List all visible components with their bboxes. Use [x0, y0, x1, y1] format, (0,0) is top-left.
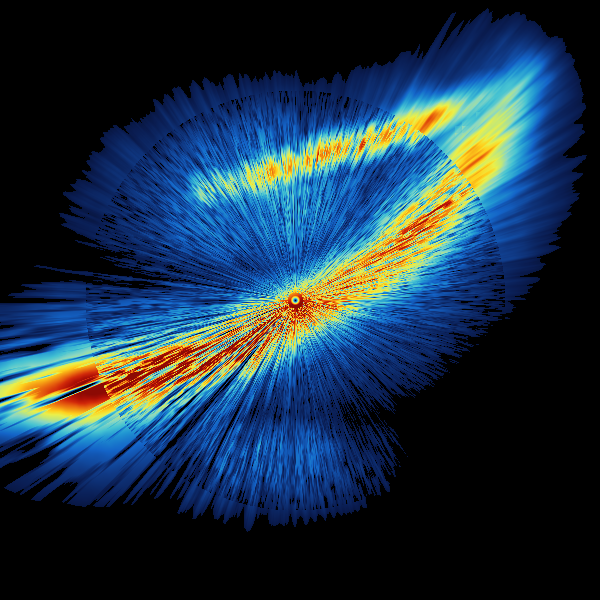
radar-reflectivity-canvas	[0, 0, 600, 600]
radar-reflectivity-image	[0, 0, 600, 600]
